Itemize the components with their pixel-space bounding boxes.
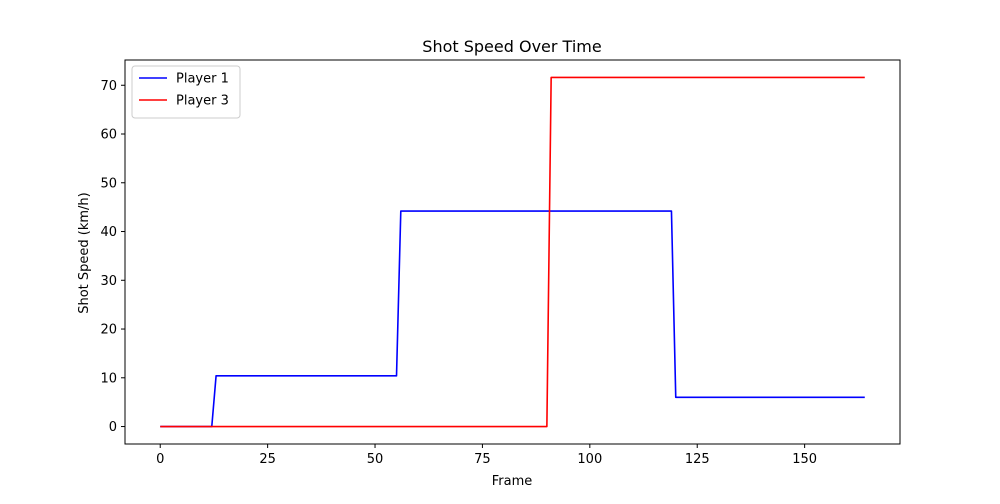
y-tick-label: 50 (100, 176, 117, 191)
x-tick-label: 0 (156, 452, 164, 467)
x-tick-label: 125 (685, 452, 710, 467)
plot-frame (124, 59, 901, 445)
y-tick-label: 70 (100, 79, 117, 94)
y-tick-label: 20 (100, 323, 117, 338)
y-tick-label: 30 (100, 274, 117, 289)
y-tick-label: 60 (100, 128, 117, 143)
legend: Player 1 Player 3 (131, 65, 241, 119)
x-axis-label: Frame (492, 474, 533, 489)
plot-area (124, 59, 901, 445)
legend-label: Player 3 (176, 94, 229, 109)
y-tick-label: 40 (100, 225, 117, 240)
series-line-player-3 (160, 76, 865, 428)
y-axis-ticks: 0 10 20 30 40 50 60 70 (100, 79, 125, 435)
x-tick-label: 100 (577, 452, 602, 467)
x-tick-label: 75 (474, 452, 491, 467)
legend-box (131, 65, 241, 119)
legend-label: Player 1 (176, 72, 229, 87)
series-line-player-1 (160, 210, 865, 428)
chart-title: Shot Speed Over Time (422, 37, 601, 56)
x-tick-label: 150 (792, 452, 817, 467)
y-axis-label: Shot Speed (km/h) (77, 192, 92, 314)
x-tick-label: 50 (367, 452, 384, 467)
y-tick-label: 0 (109, 420, 117, 435)
x-tick-label: 25 (259, 452, 276, 467)
x-axis-ticks: 0 25 50 75 100 125 150 (156, 444, 817, 467)
y-tick-label: 10 (100, 371, 117, 386)
